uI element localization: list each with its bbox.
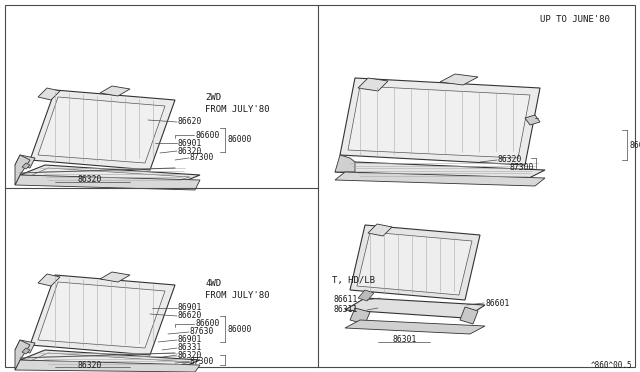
Text: 86901: 86901	[178, 336, 202, 344]
Polygon shape	[100, 86, 130, 96]
Polygon shape	[335, 172, 545, 186]
Polygon shape	[15, 340, 35, 353]
Polygon shape	[30, 90, 175, 170]
Polygon shape	[38, 282, 165, 348]
Text: 86320: 86320	[78, 176, 102, 185]
Polygon shape	[358, 78, 388, 91]
Text: 86320: 86320	[178, 147, 202, 155]
Text: FROM JULY'80: FROM JULY'80	[205, 291, 269, 299]
Polygon shape	[345, 320, 485, 334]
Text: 87300: 87300	[510, 164, 534, 173]
Polygon shape	[15, 155, 30, 185]
Text: UP TO JUNE'80: UP TO JUNE'80	[540, 16, 610, 25]
Polygon shape	[22, 163, 30, 169]
Polygon shape	[15, 360, 200, 372]
Text: 86620: 86620	[178, 311, 202, 321]
Text: 86600: 86600	[195, 131, 220, 140]
Polygon shape	[440, 74, 478, 85]
Text: 86600: 86600	[195, 320, 220, 328]
Polygon shape	[345, 298, 485, 318]
Polygon shape	[20, 350, 200, 370]
Polygon shape	[28, 353, 190, 368]
Polygon shape	[460, 307, 478, 324]
Polygon shape	[340, 78, 540, 165]
Polygon shape	[368, 224, 392, 236]
Polygon shape	[100, 272, 130, 282]
Polygon shape	[335, 155, 355, 172]
Text: ^860^00.5: ^860^00.5	[590, 360, 632, 369]
Text: 86301: 86301	[393, 336, 417, 344]
Text: 87300: 87300	[190, 357, 214, 366]
Polygon shape	[358, 290, 374, 301]
Text: 87300: 87300	[190, 154, 214, 163]
Polygon shape	[28, 168, 190, 183]
Polygon shape	[22, 348, 30, 354]
Polygon shape	[357, 232, 472, 295]
Polygon shape	[525, 115, 540, 125]
Text: 86000: 86000	[629, 141, 640, 150]
Polygon shape	[350, 308, 370, 324]
Text: 86331: 86331	[178, 343, 202, 353]
Text: 86320: 86320	[498, 155, 522, 164]
Polygon shape	[350, 225, 480, 300]
Polygon shape	[348, 86, 530, 158]
Text: 86901: 86901	[178, 138, 202, 148]
Text: 86620: 86620	[178, 118, 202, 126]
Text: FROM JULY'80: FROM JULY'80	[205, 106, 269, 115]
Text: 4WD: 4WD	[205, 279, 221, 288]
Polygon shape	[38, 97, 165, 163]
Text: 86000: 86000	[227, 135, 252, 144]
Polygon shape	[38, 274, 60, 286]
Polygon shape	[335, 162, 545, 180]
Polygon shape	[15, 175, 200, 190]
Text: 2WD: 2WD	[205, 93, 221, 103]
Text: 86901: 86901	[178, 304, 202, 312]
Text: 87630: 87630	[190, 327, 214, 337]
Polygon shape	[30, 275, 175, 355]
Text: T, HD/LB: T, HD/LB	[332, 276, 375, 285]
Text: 86611: 86611	[333, 295, 357, 305]
Text: 86320: 86320	[178, 350, 202, 359]
Polygon shape	[20, 165, 200, 185]
Text: 86311: 86311	[333, 305, 357, 314]
Polygon shape	[38, 88, 60, 100]
Text: 86601: 86601	[485, 298, 509, 308]
Polygon shape	[15, 340, 30, 370]
Polygon shape	[15, 155, 35, 168]
Text: 86000: 86000	[227, 324, 252, 334]
Text: 86320: 86320	[78, 360, 102, 369]
